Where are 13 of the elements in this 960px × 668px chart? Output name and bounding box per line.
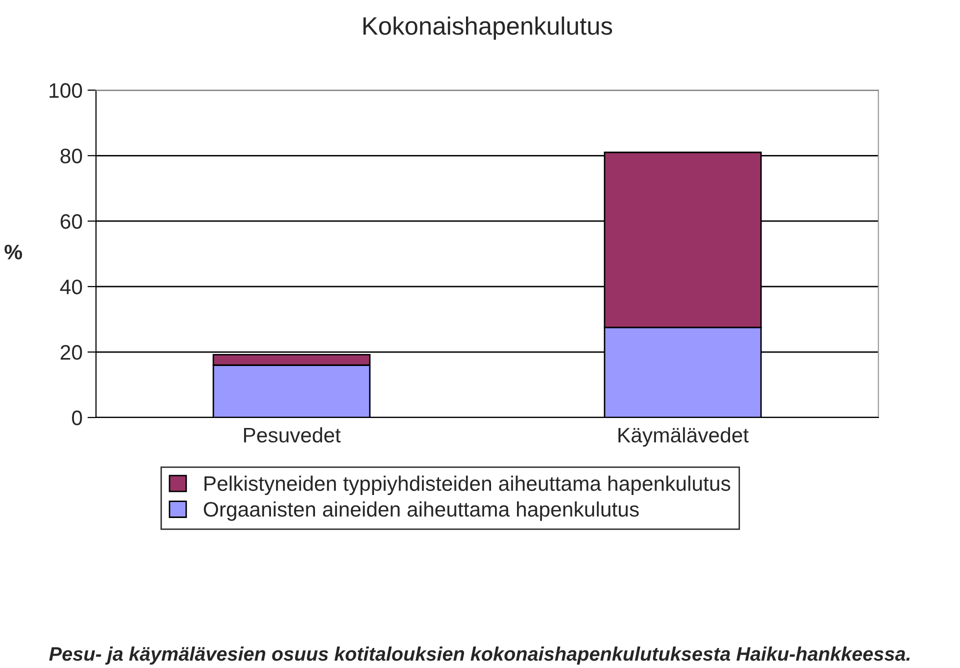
- y-tick-label: 20: [60, 345, 82, 360]
- y-tick-label: 100: [50, 83, 82, 98]
- y-tick-label: 40: [60, 280, 82, 294]
- y-tick-label: 80: [60, 148, 82, 164]
- chart-title: Kokonaishapenkulutus: [363, 16, 612, 40]
- y-axis-title: %: [4, 244, 22, 260]
- legend-label: Pelkistyneiden typpiyhdisteiden aiheuttama hapenkulutus: [204, 476, 730, 496]
- x-tick-label: Pesuvedet: [244, 427, 341, 443]
- y-tick-label: 60: [60, 214, 82, 229]
- legend-label: Orgaanisten aineiden aiheuttama hapenkulutus: [204, 501, 639, 521]
- text: Pesu- ja käymälävesien osuus kotitalouksien kokonaishapenkulutuksesta Haiku-hankkeessa.: [49, 646, 910, 665]
- x-tick-label: Käymälävedet: [618, 427, 749, 447]
- y-tick-label: 0: [72, 410, 82, 426]
